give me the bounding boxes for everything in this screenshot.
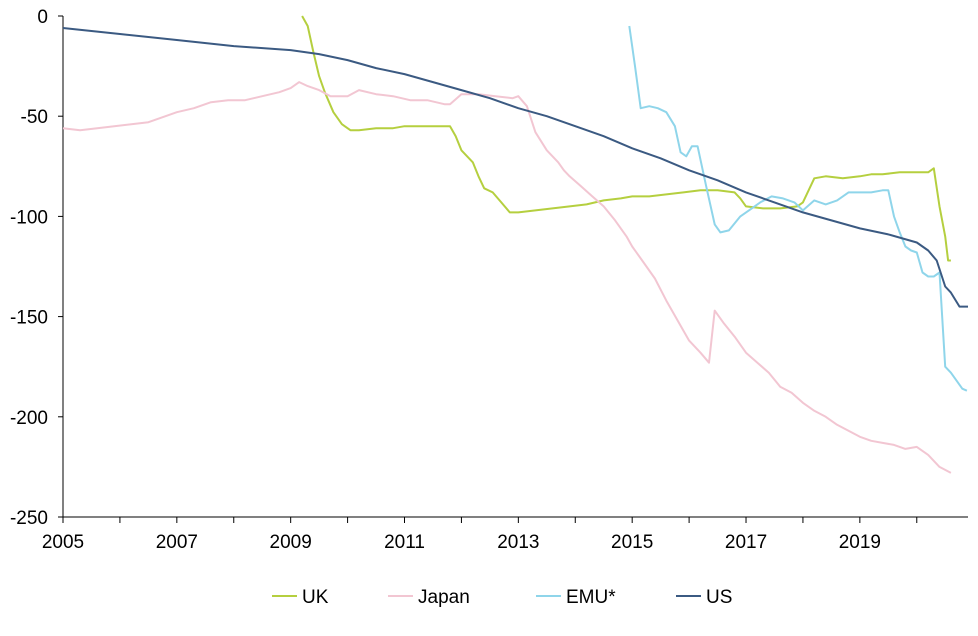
x-tick-label: 2005: [42, 532, 84, 553]
y-tick-label: -250: [10, 508, 48, 529]
y-tick-label: 0: [37, 7, 48, 28]
series-line-us: [62, 27, 968, 308]
y-tick-label: -100: [10, 207, 48, 228]
y-tick-label: -50: [21, 107, 48, 128]
x-axis: 2005 2007 2009 2011 2013 2015 2017 2019: [42, 516, 968, 553]
legend-label-uk: UK: [302, 587, 329, 608]
series-line-emu: [628, 25, 968, 392]
y-axis: 0 -50 -100 -150 -200 -250: [10, 7, 64, 529]
x-tick-label: 2011: [384, 532, 425, 553]
series-line-japan: [62, 81, 952, 474]
x-tick-label: 2015: [611, 532, 653, 553]
series-line-uk: [301, 15, 951, 262]
legend-label-emu: EMU*: [566, 587, 616, 608]
legend-label-us: US: [706, 587, 732, 608]
legend-label-japan: Japan: [418, 587, 470, 608]
legend: UK Japan EMU* US: [272, 587, 732, 608]
x-tick-label: 2017: [725, 532, 767, 553]
y-tick-label: -200: [10, 408, 48, 429]
x-tick-label: 2013: [497, 532, 539, 553]
series-lines: [62, 15, 968, 474]
y-tick-label: -150: [10, 308, 48, 329]
x-tick-label: 2009: [270, 532, 312, 553]
x-tick-label: 2019: [839, 532, 881, 553]
x-tick-label: 2007: [156, 532, 198, 553]
